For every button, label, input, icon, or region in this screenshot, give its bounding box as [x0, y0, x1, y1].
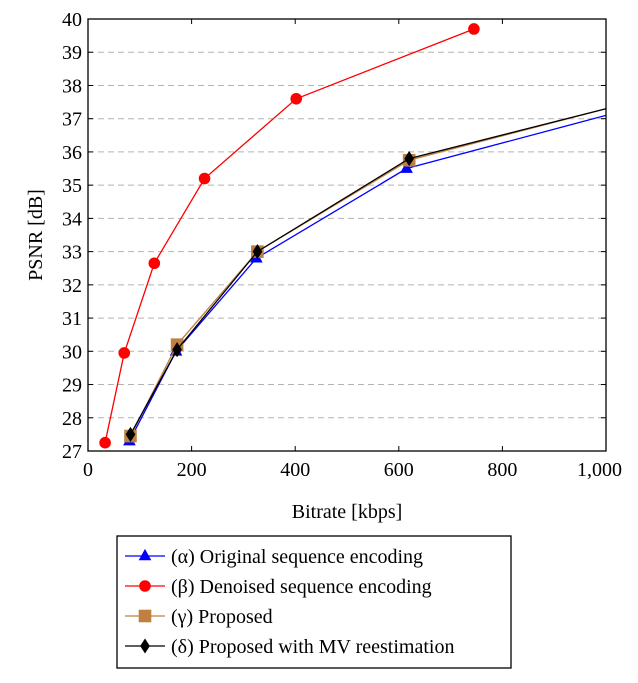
- legend-swatch-marker: [138, 548, 152, 561]
- x-tick-label: 600: [384, 459, 414, 481]
- x-tick-label: 800: [487, 459, 517, 481]
- data-point: [118, 347, 131, 359]
- y-tick-label: 30: [62, 341, 82, 363]
- y-tick-label: 34: [62, 208, 82, 230]
- legend-label: (γ) Proposed: [171, 606, 273, 628]
- y-tick-label: 37: [62, 109, 82, 131]
- data-point: [198, 172, 211, 185]
- data-point: [252, 244, 263, 260]
- y-tick-label: 36: [62, 142, 82, 164]
- y-tick-label: 38: [62, 75, 82, 97]
- legend-item: (α) Original sequence encoding: [125, 546, 423, 568]
- legend-swatch-marker: [138, 609, 152, 623]
- y-axis-title: PSNR [dB]: [25, 189, 47, 281]
- y-tick-label: 28: [62, 408, 82, 430]
- legend-box: [116, 535, 512, 669]
- data-point: [404, 151, 415, 167]
- series-layer: [99, 23, 606, 449]
- grid-lines: [88, 51, 606, 419]
- y-tick-label: 33: [62, 242, 82, 264]
- legend-item: (δ) Proposed with MV reestimation: [125, 636, 454, 658]
- data-point: [148, 257, 161, 270]
- data-point: [125, 426, 136, 442]
- legend-label: (δ) Proposed with MV reestimation: [171, 636, 454, 658]
- legend-swatch-marker: [139, 580, 151, 592]
- legend-swatch-marker: [140, 638, 150, 654]
- series-2: [124, 108, 606, 443]
- y-tick-label: 32: [62, 275, 82, 297]
- legend-item: (γ) Proposed: [125, 606, 273, 628]
- data-point: [99, 436, 111, 449]
- data-point: [400, 161, 413, 173]
- series-line: [104, 28, 475, 443]
- data-point: [172, 342, 182, 358]
- y-tick-label: 29: [62, 375, 82, 397]
- legend-label: (α) Original sequence encoding: [171, 546, 423, 568]
- x-tick-label: 400: [280, 459, 310, 481]
- y-tick-label: 27: [62, 441, 82, 463]
- x-tick-label: 1,000: [577, 459, 622, 481]
- series-line: [129, 108, 606, 435]
- series-line: [128, 114, 606, 442]
- x-tick-label: 0: [83, 459, 93, 481]
- legend-item: (β) Denoised sequence encoding: [125, 576, 432, 598]
- data-point: [290, 92, 303, 105]
- series-3: [125, 108, 606, 442]
- data-point: [468, 23, 480, 35]
- series-0: [123, 114, 606, 446]
- x-tick-label: 200: [177, 459, 207, 481]
- legend: (α) Original sequence encoding (β) Denois…: [116, 535, 512, 669]
- y-tick-label: 39: [62, 42, 82, 64]
- series-1: [99, 23, 480, 449]
- y-tick-label: 31: [62, 308, 82, 330]
- y-tick-label: 35: [62, 175, 82, 197]
- plot-frame: [87, 18, 607, 452]
- series-line: [129, 108, 606, 437]
- legend-label: (β) Denoised sequence encoding: [171, 576, 432, 598]
- x-axis-title: Bitrate [kbps]: [292, 501, 403, 523]
- y-tick-label: 40: [62, 9, 82, 31]
